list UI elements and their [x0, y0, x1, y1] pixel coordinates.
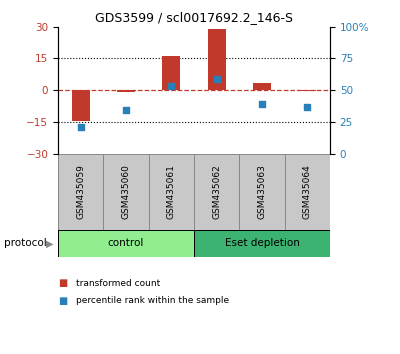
Point [78, 125, 84, 130]
Text: ▶: ▶ [46, 238, 54, 249]
Bar [194, 230, 330, 257]
Text: GSM435062: GSM435062 [212, 165, 221, 219]
Point [304, 104, 310, 110]
Bar [117, 90, 135, 92]
Text: ■: ■ [58, 278, 67, 288]
Point [259, 101, 265, 107]
Text: GSM435064: GSM435064 [303, 165, 312, 219]
Title: GDS3599 / scl0017692.2_146-S: GDS3599 / scl0017692.2_146-S [95, 11, 293, 24]
Bar [149, 154, 194, 230]
Point [123, 108, 129, 113]
Bar [298, 90, 316, 91]
Bar [194, 154, 239, 230]
Point [168, 83, 174, 89]
Bar [285, 154, 330, 230]
Text: transformed count: transformed count [76, 279, 160, 288]
Text: GSM435059: GSM435059 [76, 165, 85, 219]
Bar [58, 154, 103, 230]
Text: GSM435063: GSM435063 [258, 165, 266, 219]
Bar [58, 230, 194, 257]
Text: percentile rank within the sample: percentile rank within the sample [76, 296, 229, 306]
Text: protocol: protocol [4, 238, 47, 249]
Text: Eset depletion: Eset depletion [224, 238, 300, 249]
Bar [72, 90, 90, 121]
Point [214, 76, 220, 81]
Bar [208, 29, 226, 90]
Bar [103, 154, 149, 230]
Text: GSM435060: GSM435060 [122, 165, 130, 219]
Text: ■: ■ [58, 296, 67, 306]
Bar [162, 56, 180, 90]
Text: control: control [108, 238, 144, 249]
Text: GSM435061: GSM435061 [167, 165, 176, 219]
Bar [253, 83, 271, 90]
Bar [239, 154, 285, 230]
